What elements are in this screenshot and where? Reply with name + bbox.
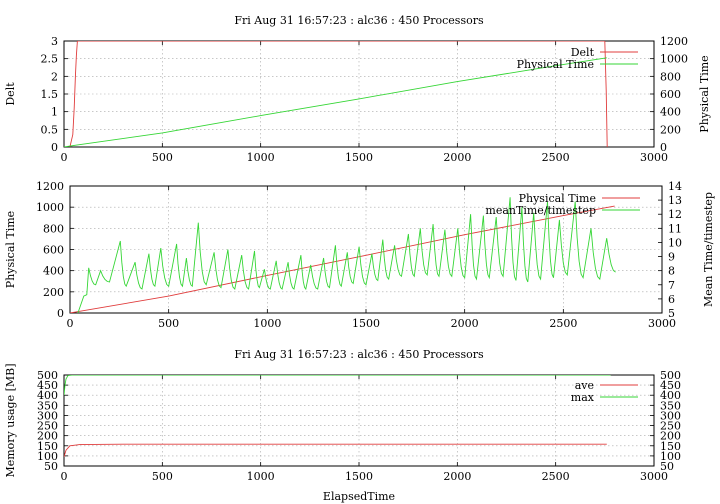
y-axis-label: Delt — [4, 82, 17, 106]
y2-tick-label: 500 — [660, 369, 681, 382]
y2-tick-label: 5 — [668, 307, 675, 320]
y-tick-label: 0 — [57, 307, 64, 320]
y-tick-label: 0.5 — [41, 123, 59, 136]
y-tick-label: 350 — [37, 399, 58, 412]
legend-label: max — [571, 391, 595, 404]
x-tick-label: 0 — [61, 151, 68, 164]
y2-tick-label: 400 — [660, 106, 681, 119]
y2-tick-label: 10 — [668, 236, 682, 249]
y-tick-label: 200 — [37, 430, 58, 443]
chart-title: Fri Aug 31 16:57:23 : alc36 : 450 Proces… — [234, 348, 484, 361]
y2-tick-label: 8 — [668, 265, 675, 278]
x-tick-label: 2500 — [542, 151, 570, 164]
y2-tick-label: 200 — [660, 123, 681, 136]
x-tick-label: 3000 — [640, 151, 668, 164]
x-tick-label: 2000 — [451, 317, 479, 330]
y2-tick-label: 800 — [660, 70, 681, 83]
y-tick-label: 1200 — [36, 180, 64, 193]
series-line-delt — [69, 41, 608, 147]
y2-tick-label: 600 — [660, 88, 681, 101]
y2-tick-label: 200 — [660, 430, 681, 443]
y-tick-label: 100 — [37, 450, 58, 463]
y2-tick-label: 450 — [660, 379, 681, 392]
x-tick-label: 0 — [67, 317, 74, 330]
x-tick-label: 1000 — [253, 317, 281, 330]
y-tick-label: 2.5 — [41, 53, 59, 66]
y-tick-label: 150 — [37, 440, 58, 453]
y2-tick-label: 400 — [660, 389, 681, 402]
y-tick-label: 250 — [37, 420, 58, 433]
series-line-physical-time — [64, 57, 607, 147]
y2-tick-label: 50 — [660, 460, 674, 473]
y2-tick-label: 0 — [660, 141, 667, 154]
y2-tick-label: 9 — [668, 251, 675, 264]
y-tick-label: 600 — [43, 244, 64, 257]
series-line-max — [64, 375, 611, 396]
legend-label: meanTime/timestep — [485, 204, 596, 217]
x-tick-label: 1500 — [345, 470, 373, 483]
y2-tick-label: 350 — [660, 399, 681, 412]
y-tick-label: 800 — [43, 222, 64, 235]
y2-tick-label: 1200 — [660, 35, 688, 48]
x-tick-label: 500 — [152, 470, 173, 483]
y-tick-label: 1.5 — [41, 88, 59, 101]
y2-tick-label: 150 — [660, 440, 681, 453]
y2-tick-label: 1000 — [660, 53, 688, 66]
y-tick-label: 400 — [37, 389, 58, 402]
y-tick-label: 3 — [51, 35, 58, 48]
y2-tick-label: 13 — [668, 194, 682, 207]
x-tick-label: 3000 — [640, 470, 668, 483]
y2-tick-label: 6 — [668, 293, 675, 306]
x-tick-label: 3000 — [648, 317, 676, 330]
y2-tick-label: 100 — [660, 450, 681, 463]
y-tick-label: 0 — [51, 141, 58, 154]
y-tick-label: 500 — [37, 369, 58, 382]
y-axis-label: Physical Time — [4, 211, 17, 288]
y2-tick-label: 7 — [668, 279, 675, 292]
series-line-meantime-timestep — [77, 197, 616, 313]
y2-tick-label: 12 — [668, 208, 682, 221]
x-tick-label: 500 — [158, 317, 179, 330]
x-tick-label: 2000 — [443, 470, 471, 483]
series-line-physical-time — [70, 205, 615, 313]
y-tick-label: 400 — [43, 265, 64, 278]
y2-axis-label: Physical Time — [698, 55, 711, 132]
y2-axis-label: Mean Time/timestep — [702, 192, 715, 307]
y2-tick-label: 14 — [668, 180, 682, 193]
y-axis-label: Memory usage [MB] — [4, 363, 17, 477]
y2-tick-label: 11 — [668, 222, 682, 235]
x-tick-label: 1500 — [352, 317, 380, 330]
legend-label: Delt — [571, 46, 595, 59]
legend-label: Physical Time — [519, 192, 596, 205]
y2-tick-label: 250 — [660, 420, 681, 433]
y2-tick-label: 300 — [660, 409, 681, 422]
x-tick-label: 2000 — [443, 151, 471, 164]
chart-title: Fri Aug 31 16:57:23 : alc36 : 450 Proces… — [234, 14, 484, 27]
legend-label: ave — [575, 379, 594, 392]
y-tick-label: 450 — [37, 379, 58, 392]
x-tick-label: 2500 — [549, 317, 577, 330]
legend-label: Physical Time — [517, 58, 594, 71]
x-tick-label: 0 — [61, 470, 68, 483]
x-tick-label: 1500 — [345, 151, 373, 164]
x-tick-label: 1000 — [247, 151, 275, 164]
y-tick-label: 300 — [37, 409, 58, 422]
series-line-ave — [64, 443, 607, 458]
y-tick-label: 1 — [51, 106, 58, 119]
x-tick-label: 1000 — [247, 470, 275, 483]
x-tick-label: 500 — [152, 151, 173, 164]
x-tick-label: 2500 — [542, 470, 570, 483]
y-tick-label: 200 — [43, 286, 64, 299]
x-axis-label: ElapsedTime — [323, 490, 395, 503]
y-tick-label: 50 — [44, 460, 58, 473]
y-tick-label: 1000 — [36, 201, 64, 214]
y-tick-label: 2 — [51, 70, 58, 83]
